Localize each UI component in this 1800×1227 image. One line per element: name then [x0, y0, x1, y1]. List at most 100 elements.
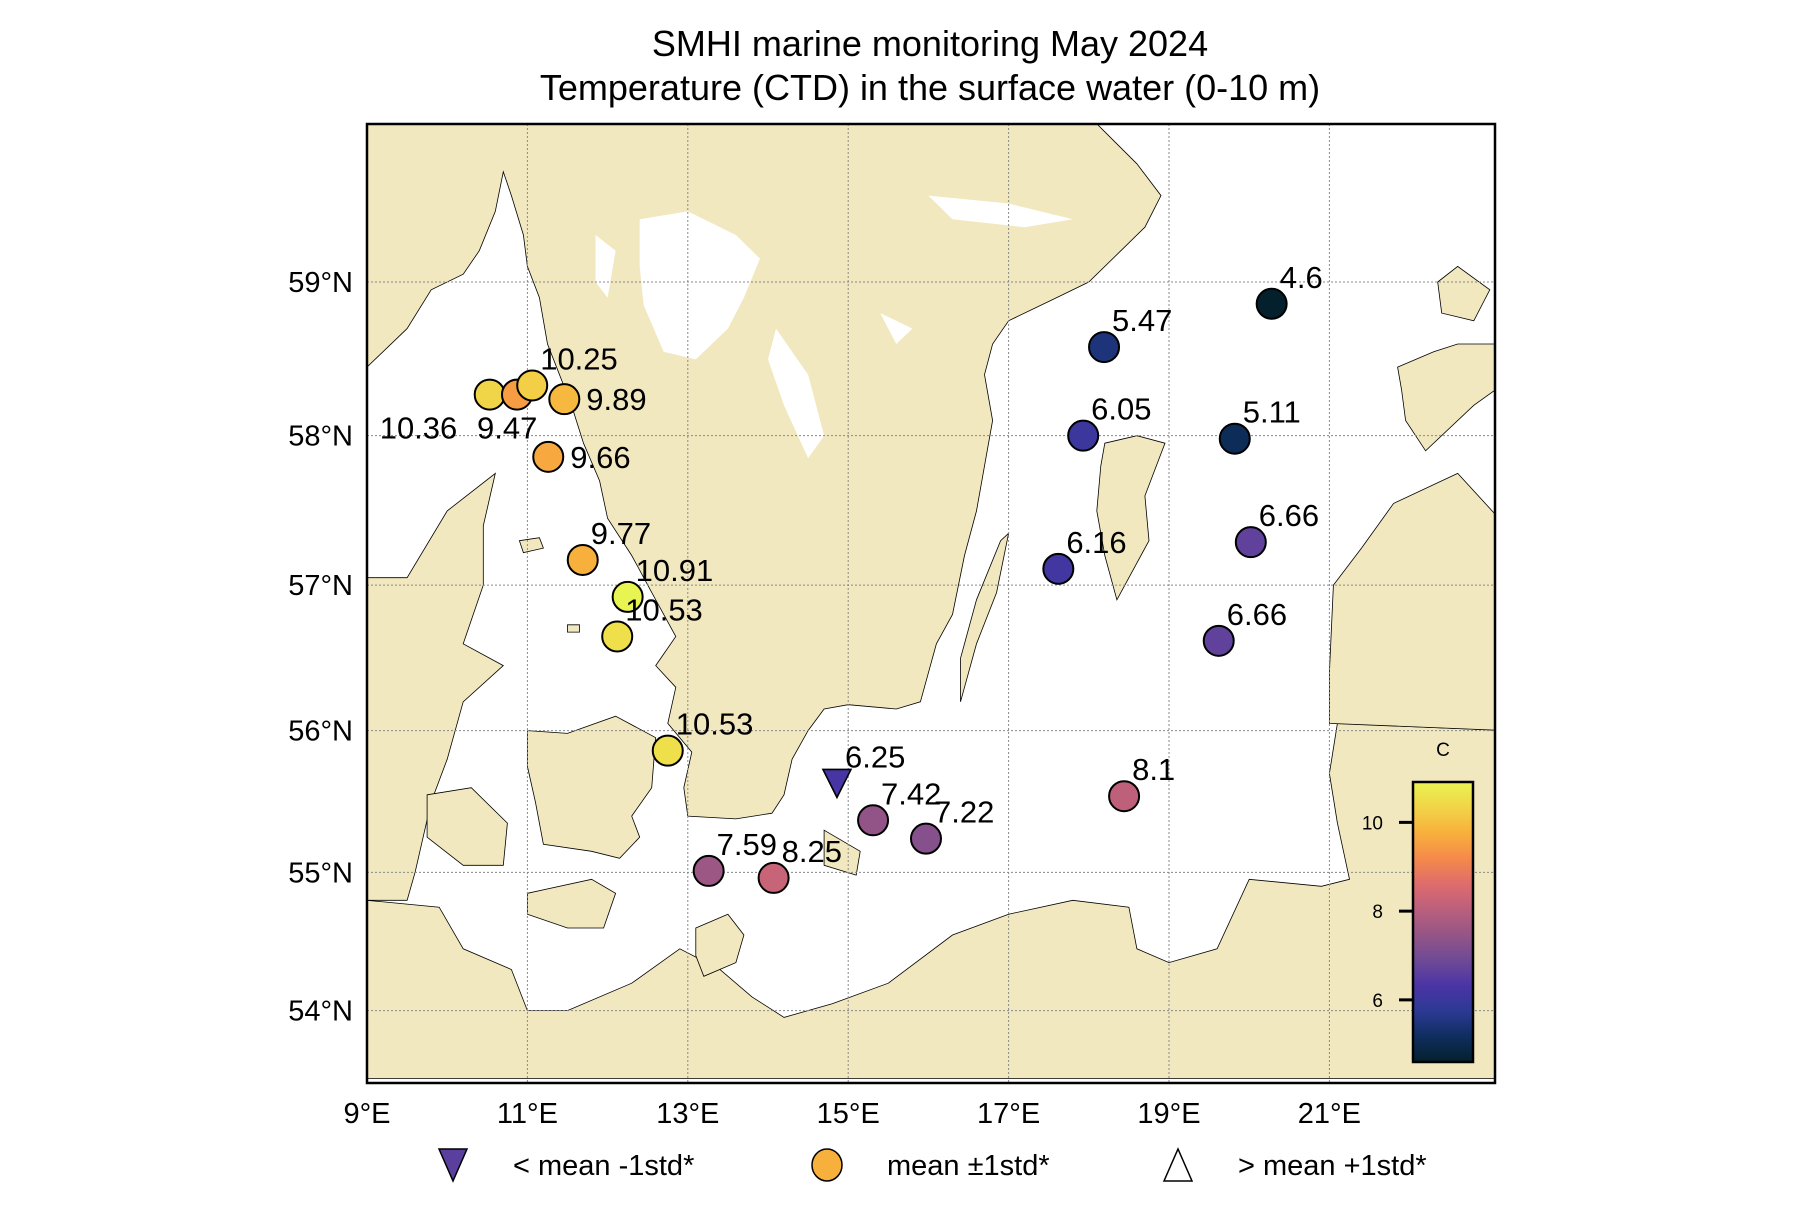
station-value-label: 5.11 [1243, 395, 1301, 430]
station-value-label: 10.91 [636, 553, 714, 588]
land-polygon [426, 787, 508, 866]
land-polygon [367, 722, 1495, 1079]
legend-item: > mean +1std* [1162, 1147, 1427, 1182]
station-circle [601, 620, 634, 653]
station-value-label: 6.25 [845, 739, 905, 774]
station-value-label: 9.89 [586, 382, 646, 417]
station-circle [1042, 552, 1075, 585]
station-marker: 8.1 [1108, 752, 1175, 813]
station-value-label: 8.25 [782, 834, 842, 869]
station-marker: 10.53 [601, 592, 703, 653]
x-tick-label: 19°E [1137, 1098, 1200, 1130]
lake-layer [595, 195, 1073, 459]
station-marker: 7.59 [692, 827, 777, 887]
station-value-label: 9.66 [570, 440, 630, 475]
land-polygon [1397, 343, 1495, 452]
station-marker: 5.11 [1218, 395, 1301, 455]
station-circle [651, 734, 684, 767]
station-marker: 6.66 [1202, 597, 1287, 657]
x-tick-label: 13°E [656, 1098, 719, 1130]
station-circle [548, 383, 581, 416]
station-circle [473, 378, 506, 411]
station-value-label: 6.05 [1091, 392, 1151, 427]
axis-ticks: 9°E 11°E 13°E 15°E 17°E 19°E 21°E 54°N 55°N 56°N 5… [288, 267, 1361, 1130]
land-polygon [1329, 472, 1495, 731]
station-circle [757, 861, 790, 894]
land-polygon [695, 913, 745, 977]
station-value-label: 10.25 [540, 341, 618, 376]
station-value-label: 6.66 [1259, 498, 1319, 533]
land-polygon [367, 124, 1162, 820]
station-value-label: 5.47 [1112, 303, 1172, 338]
land-layer [367, 124, 1495, 1079]
land-polygon [960, 532, 1010, 702]
station-value-label: 7.42 [881, 776, 941, 811]
station-value-label: 8.1 [1132, 752, 1175, 787]
colorbar-label: C [1436, 740, 1450, 761]
station-value-label: 6.66 [1227, 597, 1287, 632]
lake-polygon [928, 195, 1073, 228]
station-value-label: 7.22 [934, 795, 994, 830]
land-polygon [1437, 265, 1491, 322]
station-marker: 6.25 [821, 739, 905, 800]
station-marker: 9.66 [532, 440, 631, 475]
land-polygon [518, 537, 544, 554]
station-value-label: 9.47 [477, 411, 537, 446]
station-circle [1202, 624, 1235, 657]
station-circle [611, 580, 644, 613]
land-polygon [1096, 435, 1166, 601]
y-tick-label: 57°N [288, 570, 353, 602]
land-polygon [527, 878, 617, 929]
legend-item: < mean -1std* [437, 1148, 694, 1183]
station-marker: 6.16 [1042, 525, 1127, 585]
y-tick-label: 54°N [288, 996, 353, 1028]
colorbar-tick-label: 8 [1372, 902, 1383, 923]
station-marker: 7.22 [909, 795, 994, 855]
legend: < mean -1std* mean ±1std* > mean +1std* [437, 1147, 1427, 1183]
station-value-label: 7.59 [717, 827, 777, 862]
station-value-label: 9.77 [591, 516, 651, 551]
x-tick-label: 17°E [977, 1098, 1040, 1130]
y-tick-label: 58°N [288, 421, 353, 453]
station-circle [532, 440, 565, 473]
land-polygon [527, 715, 657, 859]
station-circle [1067, 419, 1100, 452]
legend-label: mean ±1std* [887, 1150, 1050, 1182]
legend-triangle-up-icon [1162, 1147, 1194, 1182]
graticule [367, 124, 1495, 1083]
station-marker: 7.42 [857, 776, 941, 837]
station-circle [909, 822, 942, 855]
station-marker: 5.47 [1088, 303, 1172, 364]
station-marker: 10.36 [380, 378, 506, 446]
legend-item: mean ±1std* [811, 1148, 1050, 1182]
land-polygon [367, 472, 504, 901]
y-tick-label: 55°N [288, 857, 353, 889]
chart-subtitle: Temperature (CTD) in the surface water (… [539, 67, 1321, 108]
station-circle [1255, 287, 1288, 320]
lake-polygon [880, 313, 913, 344]
legend-label: < mean -1std* [513, 1150, 694, 1182]
y-tick-label: 56°N [288, 716, 353, 748]
station-circle [1234, 526, 1267, 559]
x-tick-label: 21°E [1298, 1098, 1361, 1130]
station-circle [692, 854, 725, 887]
legend-circle-icon [811, 1148, 843, 1182]
station-circle [1218, 422, 1251, 455]
station-marker: 10.53 [651, 707, 753, 767]
station-marker: 10.91 [611, 553, 714, 613]
x-tick-label: 9°E [343, 1098, 390, 1130]
station-value-label: 10.53 [625, 592, 703, 627]
station-marker: 6.05 [1067, 392, 1152, 452]
station-circle [516, 369, 549, 402]
legend-triangle-down-icon [437, 1148, 469, 1183]
colorbar-tick-label: 10 [1362, 813, 1383, 834]
station-marker: 6.66 [1234, 498, 1319, 559]
station-marker: 4.6 [1255, 260, 1323, 320]
station-circle [857, 804, 890, 837]
colorbar-gradient [1411, 780, 1475, 1064]
legend-label: > mean +1std* [1238, 1150, 1427, 1182]
map-frame [365, 122, 1497, 1085]
station-circle [1108, 780, 1141, 813]
